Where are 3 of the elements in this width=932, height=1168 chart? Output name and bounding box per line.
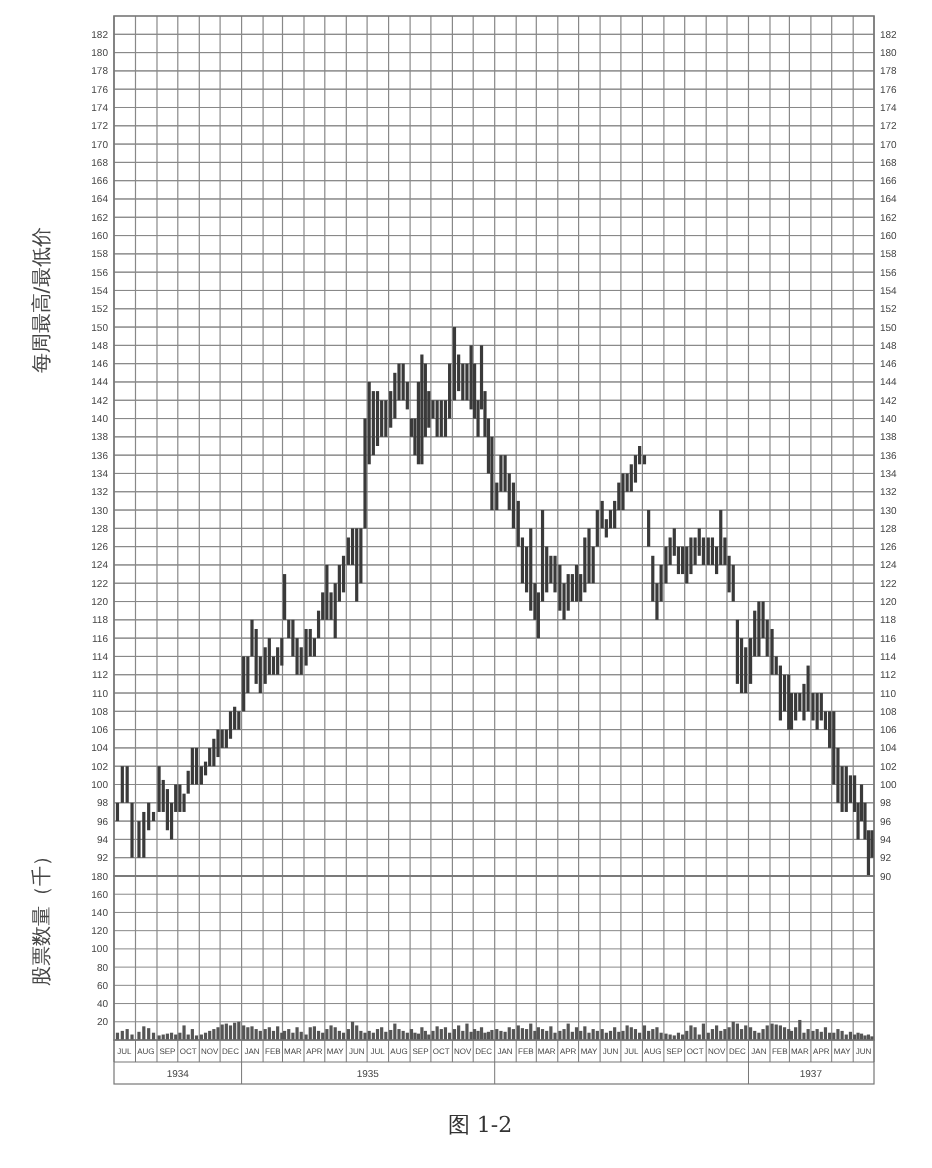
text: 图 1-2 <box>447 1112 513 1138</box>
y-axis-title: 每周最高/最低价 <box>30 226 54 374</box>
y-axis-title: 股票数量（千） <box>30 846 54 986</box>
